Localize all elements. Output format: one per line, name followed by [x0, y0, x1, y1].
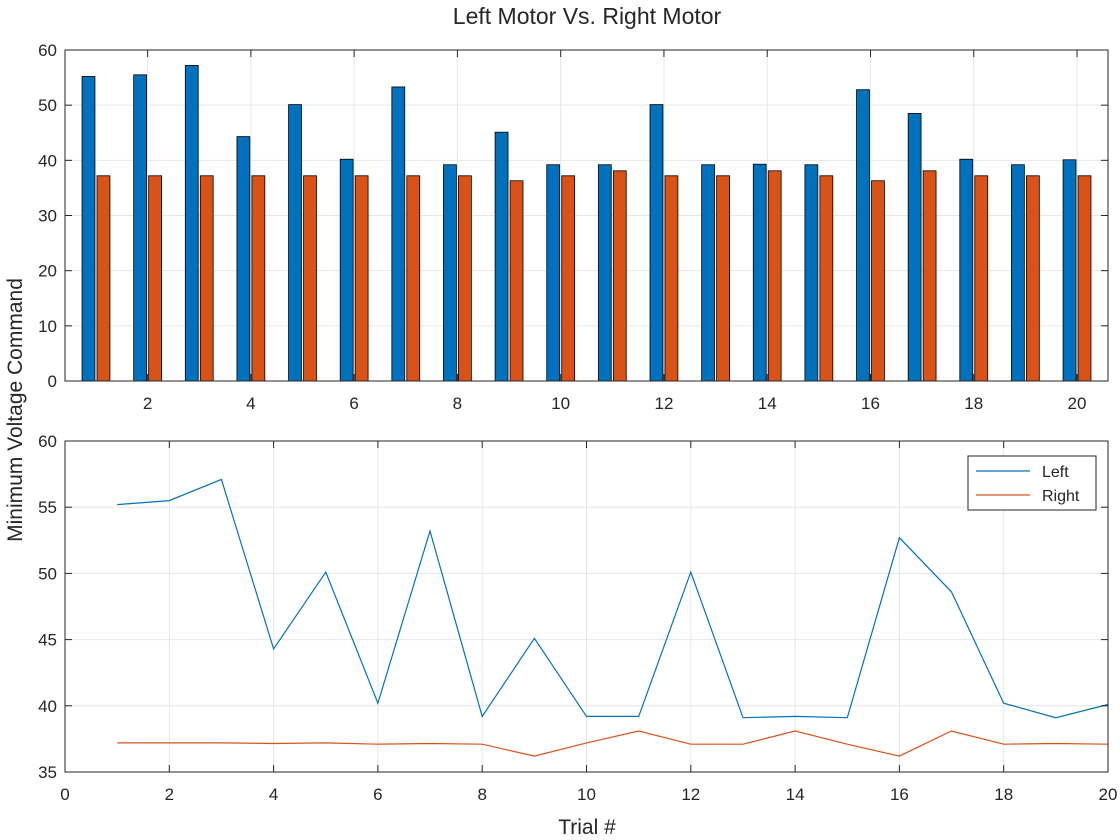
left-bar: [546, 164, 561, 382]
x-tick-label: 0: [60, 785, 69, 804]
right-bar: [199, 175, 214, 382]
right-bar: [354, 175, 369, 382]
left-bar: [133, 74, 147, 382]
y-tick-label: 40: [38, 697, 57, 716]
right-bar: [148, 175, 162, 382]
legend-left-label: Left: [1042, 464, 1069, 481]
left-bar: [804, 164, 819, 382]
x-tick-label: 6: [373, 785, 382, 804]
right-bar: [664, 175, 679, 382]
right-bar: [922, 170, 937, 382]
y-tick-label: 10: [38, 317, 57, 336]
x-tick-label: 16: [861, 394, 880, 413]
y-tick-label: 50: [38, 564, 57, 583]
right-bar: [974, 175, 989, 382]
left-bar: [288, 104, 302, 382]
left-bar: [494, 131, 509, 382]
y-tick-label: 20: [38, 262, 57, 281]
x-axis-label: Trial #: [558, 816, 616, 839]
right-bar: [716, 175, 730, 382]
x-tick-label: 8: [477, 785, 486, 804]
left-bar: [1011, 164, 1025, 382]
x-tick-label: 16: [890, 785, 909, 804]
x-tick-label: 10: [577, 785, 596, 804]
left-bar: [907, 113, 922, 382]
right-bar: [871, 180, 885, 382]
x-tick-label: 8: [453, 394, 462, 413]
x-tick-label: 18: [964, 394, 983, 413]
right-bar: [767, 170, 782, 382]
y-tick-label: 40: [38, 151, 57, 170]
x-tick-label: 12: [654, 394, 673, 413]
bar-chart-axes: 0 10 20 30 40 50 60 2 4 6 8 10 12 14 16 18 20: [38, 41, 1109, 413]
right-bar: [819, 175, 834, 382]
left-bar: [752, 163, 767, 382]
chart-title: Left Motor Vs. Right Motor: [453, 3, 722, 29]
line-chart-axes: 35 40 45 50 55 60 0 2 4 6 8 10 12 14 16 18 20 Left Right: [38, 432, 1117, 804]
left-bar: [236, 136, 251, 382]
right-bar: [458, 175, 472, 382]
right-bar: [303, 175, 317, 382]
right-bar: [251, 175, 266, 382]
left-bar: [649, 104, 664, 382]
right-bar: [561, 175, 576, 382]
right-bar: [509, 180, 524, 382]
y-tick-label: 30: [38, 207, 57, 226]
right-bar: [406, 175, 421, 382]
left-bar: [339, 158, 354, 382]
x-tick-label: 12: [681, 785, 700, 804]
x-tick-label: 20: [1099, 785, 1118, 804]
x-tick-label: 10: [551, 394, 570, 413]
legend: Left Right: [967, 455, 1097, 511]
left-bar: [856, 89, 870, 382]
x-tick-label: 6: [349, 394, 358, 413]
right-bar: [96, 175, 111, 382]
y-tick-label: 60: [38, 41, 57, 60]
x-tick-label: 2: [165, 785, 174, 804]
right-bar: [612, 170, 627, 382]
right-bar: [1077, 175, 1092, 382]
y-axis-label: Minimum Voltage Command: [4, 278, 27, 542]
y-tick-label: 45: [38, 631, 57, 650]
x-tick-label: 4: [269, 785, 278, 804]
x-tick-label: 14: [758, 394, 777, 413]
legend-box: [967, 455, 1097, 511]
legend-right-label: Right: [1042, 488, 1080, 505]
left-bar: [1062, 159, 1077, 382]
right-bar: [1026, 175, 1040, 382]
left-bar: [959, 158, 974, 382]
x-tick-label: 18: [994, 785, 1013, 804]
x-tick-label: 14: [786, 785, 805, 804]
y-tick-label: 50: [38, 96, 57, 115]
right-series-line: [117, 730, 1109, 757]
left-bar: [443, 164, 457, 382]
y-tick-label: 60: [38, 432, 57, 451]
left-bar: [81, 76, 96, 382]
left-bar: [391, 86, 406, 382]
y-tick-label: 0: [48, 372, 57, 391]
left-bar: [597, 164, 612, 382]
left-bar: [701, 164, 715, 382]
x-tick-label: 4: [246, 394, 255, 413]
left-bar: [184, 65, 199, 382]
y-tick-label: 55: [38, 498, 57, 517]
x-tick-label: 20: [1068, 394, 1087, 413]
left-series-line: [117, 478, 1109, 719]
y-tick-label: 35: [38, 763, 57, 782]
x-tick-label: 2: [143, 394, 152, 413]
